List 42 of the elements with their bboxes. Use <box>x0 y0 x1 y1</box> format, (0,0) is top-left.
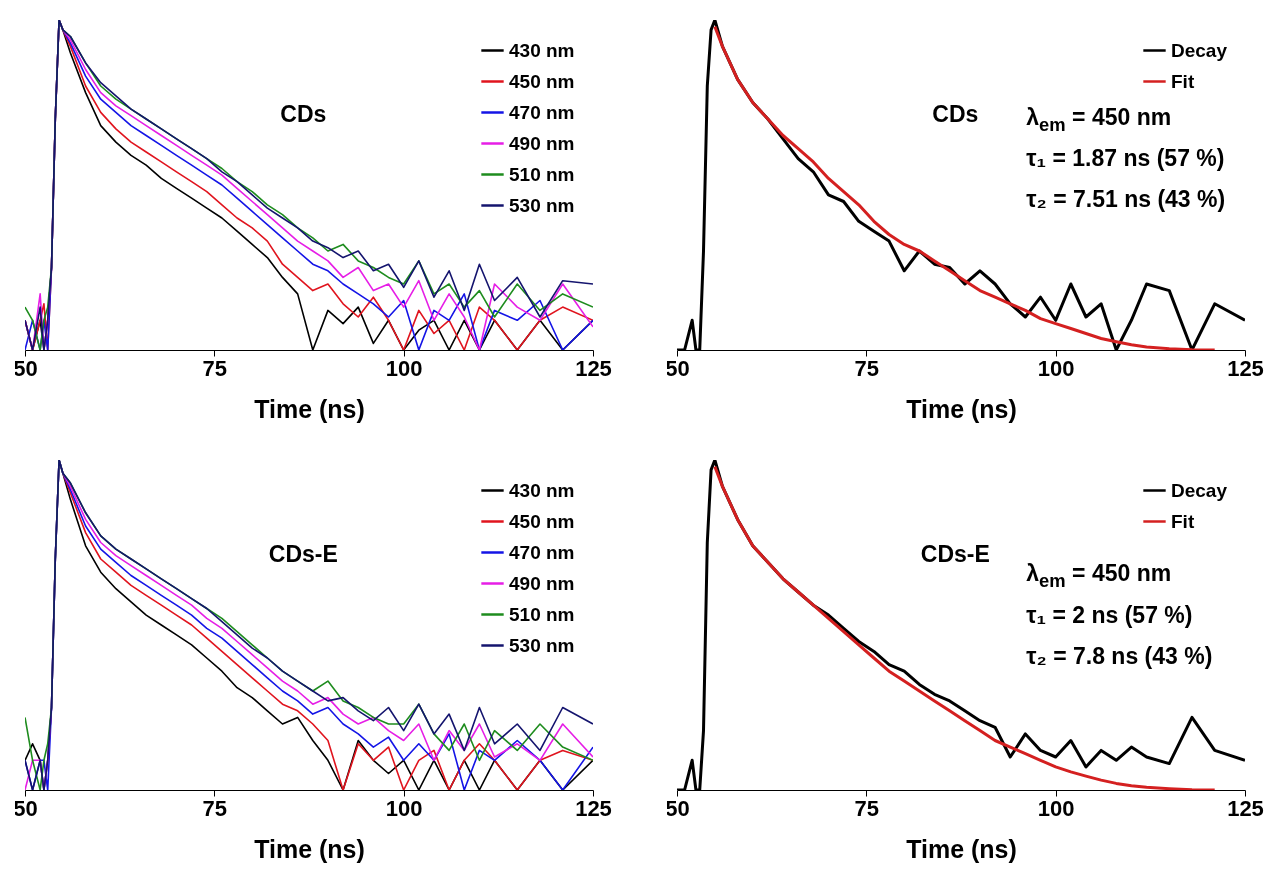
x-tick-label: 125 <box>575 795 612 821</box>
legend-label: 470 nm <box>509 101 575 123</box>
annotation: CDs-E <box>268 540 338 567</box>
legend-label: 530 nm <box>509 634 575 656</box>
annotation: τ₁ = 1.87 ns (57 %) <box>1026 145 1225 172</box>
x-axis-title: Time (ns) <box>906 394 1017 423</box>
x-tick-label: 125 <box>1227 795 1264 821</box>
x-tick-label: 125 <box>575 355 612 381</box>
legend-label: 490 nm <box>509 132 575 154</box>
annotation: τ₁ = 2 ns (57 %) <box>1026 601 1193 628</box>
x-tick-label: 75 <box>854 355 880 381</box>
x-axis-title: Time (ns) <box>254 834 365 863</box>
x-tick-label: 100 <box>385 795 423 821</box>
x-axis-title: Time (ns) <box>906 834 1017 863</box>
legend-label: 510 nm <box>509 603 575 625</box>
legend-label: 470 nm <box>509 541 575 563</box>
x-tick-label: 75 <box>202 795 228 821</box>
x-tick-label: 100 <box>1037 355 1075 381</box>
x-axis-title: Time (ns) <box>254 394 365 423</box>
annotation: λ$_{em}$ = 450 nm <box>1026 560 1172 591</box>
legend-label: 510 nm <box>509 163 575 185</box>
legend-label: Decay <box>1171 479 1228 501</box>
legend-label: 430 nm <box>509 479 575 501</box>
legend-label: 530 nm <box>509 194 575 216</box>
annotation: τ₂ = 7.51 ns (43 %) <box>1026 186 1226 213</box>
annotation: CDs-E <box>920 540 990 567</box>
x-tick-label: 100 <box>1037 795 1075 821</box>
legend-label: 490 nm <box>509 572 575 594</box>
annotation: CDs <box>932 100 979 127</box>
x-tick-label: 75 <box>854 795 880 821</box>
legend-label: Fit <box>1171 510 1195 532</box>
legend-label: 430 nm <box>509 39 575 61</box>
x-tick-label: 100 <box>385 355 423 381</box>
annotation: τ₂ = 7.8 ns (43 %) <box>1026 642 1213 669</box>
x-tick-label: 125 <box>1227 355 1264 381</box>
annotation: CDs <box>280 100 327 127</box>
legend-label: Decay <box>1171 39 1228 61</box>
legend-label: 450 nm <box>509 70 575 92</box>
x-tick-label: 75 <box>202 355 228 381</box>
legend-label: 450 nm <box>509 510 575 532</box>
legend-label: Fit <box>1171 70 1195 92</box>
annotation: λ$_{em}$ = 450 nm <box>1026 103 1172 135</box>
